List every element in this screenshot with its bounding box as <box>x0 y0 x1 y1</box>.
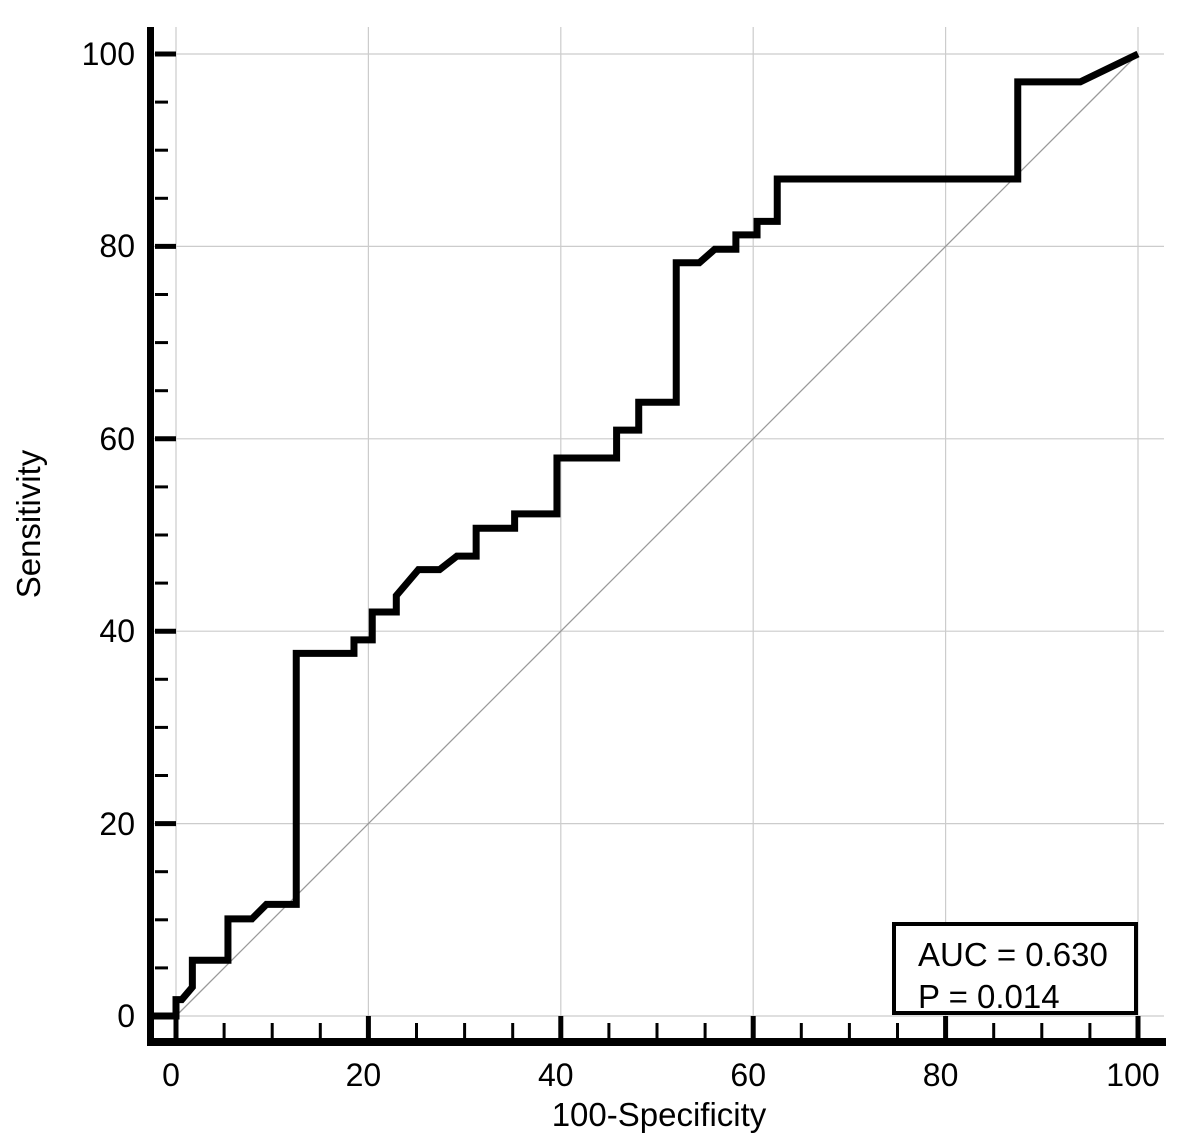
x-axis-title: 100-Specificity <box>551 1096 767 1133</box>
y-tick-label: 0 <box>117 998 135 1034</box>
y-axis-title: Sensitivity <box>10 449 47 599</box>
x-tick-label: 20 <box>345 1057 382 1093</box>
y-tick-label: 40 <box>99 613 135 650</box>
y-tick-label: 100 <box>81 36 135 72</box>
y-tick-label: 20 <box>99 805 135 842</box>
roc-curve-line <box>147 50 1140 1020</box>
reference-diagonal-line <box>175 53 1139 1017</box>
y-tick-label: 60 <box>99 420 135 457</box>
x-tick-label: 40 <box>538 1057 574 1093</box>
x-tick-label: 60 <box>730 1057 766 1093</box>
x-tick-label: 80 <box>922 1057 959 1093</box>
auc-value-text: AUC = 0.630 <box>918 936 1108 973</box>
y-tick-label: 80 <box>99 228 135 265</box>
p-value-text: P = 0.014 <box>918 978 1060 1015</box>
x-tick-label: 0 <box>162 1057 180 1093</box>
x-tick-label: 100 <box>1106 1057 1160 1093</box>
auc-annotation-box: AUC = 0.630 P = 0.014 <box>892 922 1138 1015</box>
